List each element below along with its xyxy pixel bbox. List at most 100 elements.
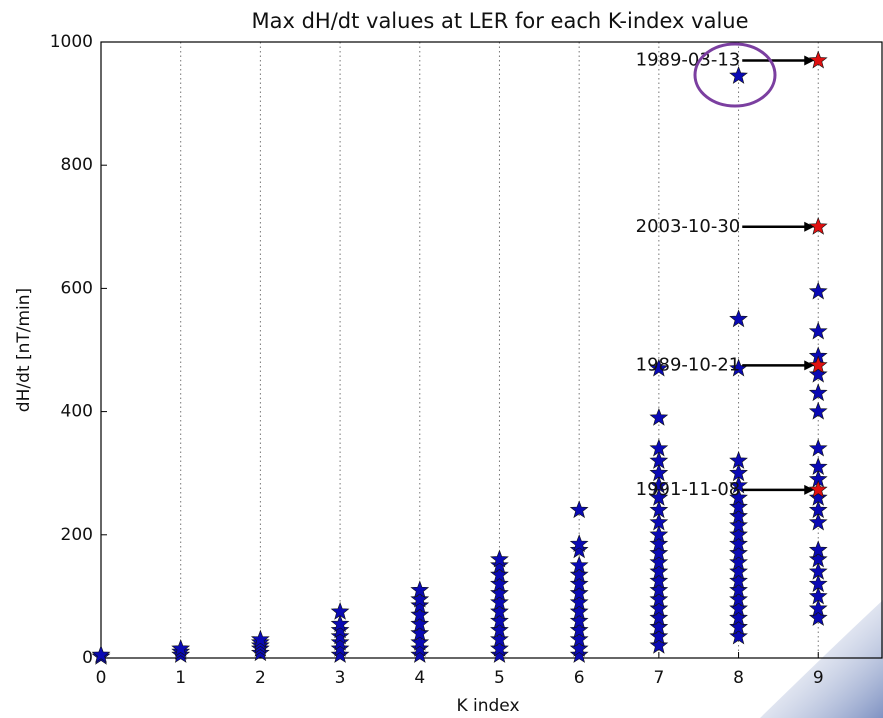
star-point bbox=[729, 598, 748, 617]
star-point bbox=[569, 629, 589, 648]
star-point bbox=[410, 595, 430, 614]
arrow-head bbox=[804, 360, 815, 371]
arrow-head bbox=[804, 221, 815, 232]
star-point bbox=[490, 549, 509, 568]
star-point bbox=[569, 645, 589, 663]
highlight-circle bbox=[693, 42, 777, 108]
x-axis-label: K index bbox=[456, 696, 519, 716]
star-point bbox=[649, 589, 669, 608]
star-point bbox=[729, 571, 748, 590]
star-point bbox=[569, 601, 589, 620]
star-point bbox=[330, 620, 350, 639]
star-point bbox=[569, 638, 589, 657]
star-point bbox=[808, 50, 828, 69]
star-point bbox=[808, 479, 828, 498]
star-point bbox=[808, 500, 828, 519]
annotation-label: 2003-10-30 bbox=[636, 216, 741, 237]
star-point bbox=[808, 561, 828, 580]
star-point bbox=[410, 645, 430, 663]
star-point bbox=[649, 463, 669, 482]
star-point bbox=[729, 66, 748, 84]
star-point bbox=[649, 598, 669, 617]
y-tick-label: 400 bbox=[61, 402, 93, 422]
star-point bbox=[649, 451, 669, 469]
star-point bbox=[649, 512, 669, 531]
star-point bbox=[729, 617, 748, 636]
star-point bbox=[490, 564, 509, 583]
x-tick-label: 3 bbox=[335, 668, 346, 688]
star-point bbox=[410, 589, 430, 608]
star-point bbox=[808, 487, 828, 506]
star-point bbox=[410, 580, 430, 599]
star-point bbox=[808, 586, 828, 605]
star-point bbox=[729, 552, 748, 571]
x-tick-label: 5 bbox=[494, 668, 505, 688]
star-point bbox=[490, 629, 509, 648]
y-tick-label: 1000 bbox=[50, 32, 93, 52]
axes-frame bbox=[100, 41, 883, 659]
star-point bbox=[569, 500, 589, 519]
star-point bbox=[729, 608, 748, 626]
star-point bbox=[490, 638, 509, 657]
star-point bbox=[330, 601, 350, 620]
star-point bbox=[410, 614, 430, 633]
star-point bbox=[808, 540, 828, 559]
star-point bbox=[808, 364, 828, 383]
star-point bbox=[808, 401, 828, 420]
star-point bbox=[649, 561, 669, 580]
star-point bbox=[729, 534, 748, 553]
star-point bbox=[490, 601, 509, 620]
star-point bbox=[490, 592, 509, 611]
star-point bbox=[808, 216, 828, 235]
star-point bbox=[729, 589, 748, 608]
star-point bbox=[808, 608, 828, 626]
star-point bbox=[649, 608, 669, 626]
star-point bbox=[808, 512, 828, 531]
star-point bbox=[729, 475, 748, 494]
star-point bbox=[649, 438, 669, 457]
star-point bbox=[171, 638, 191, 657]
star-point bbox=[808, 574, 828, 593]
star-point bbox=[729, 463, 748, 482]
star-point bbox=[410, 605, 430, 623]
star-point bbox=[569, 592, 589, 611]
x-tick-label: 2 bbox=[255, 668, 266, 688]
annotation-label: 1989-10-21 bbox=[636, 354, 741, 375]
star-point bbox=[490, 574, 509, 593]
x-tick-label: 9 bbox=[813, 668, 824, 688]
star-point bbox=[649, 407, 669, 426]
annotation-label: 1989-03-13 bbox=[636, 49, 741, 70]
x-tick-label: 8 bbox=[733, 668, 744, 688]
x-tick-label: 4 bbox=[414, 668, 425, 688]
star-point bbox=[569, 620, 589, 639]
star-point bbox=[410, 632, 430, 651]
star-point bbox=[729, 626, 748, 645]
star-point bbox=[649, 475, 669, 494]
star-point bbox=[649, 571, 669, 589]
star-point bbox=[569, 611, 589, 629]
star-point bbox=[649, 626, 669, 645]
star-point bbox=[490, 645, 509, 663]
x-tick-label: 6 bbox=[574, 668, 585, 688]
star-point bbox=[330, 645, 350, 663]
star-point bbox=[490, 620, 509, 639]
star-point bbox=[569, 564, 589, 583]
star-point bbox=[729, 515, 748, 534]
star-point bbox=[729, 309, 748, 328]
x-tick-label: 1 bbox=[175, 668, 186, 688]
star-point bbox=[490, 611, 509, 629]
star-point bbox=[649, 617, 669, 636]
star-point bbox=[808, 383, 828, 402]
plot-area: 0 1 2 3 4 5 6 7 8 9 0 200 400 600 800 1000 1989-03-13 200… bbox=[50, 32, 883, 688]
chart-title: Max dH/dt values at LER for each K-index… bbox=[251, 9, 748, 33]
star-point bbox=[729, 487, 748, 506]
y-axis-label: dH/dt [nT/min] bbox=[14, 288, 34, 412]
star-point bbox=[649, 534, 669, 552]
star-point bbox=[410, 623, 430, 642]
star-point bbox=[729, 506, 748, 525]
star-point bbox=[649, 580, 669, 599]
star-point bbox=[649, 358, 669, 377]
star-point bbox=[729, 561, 748, 580]
star-point bbox=[808, 457, 828, 475]
star-point bbox=[649, 552, 669, 571]
